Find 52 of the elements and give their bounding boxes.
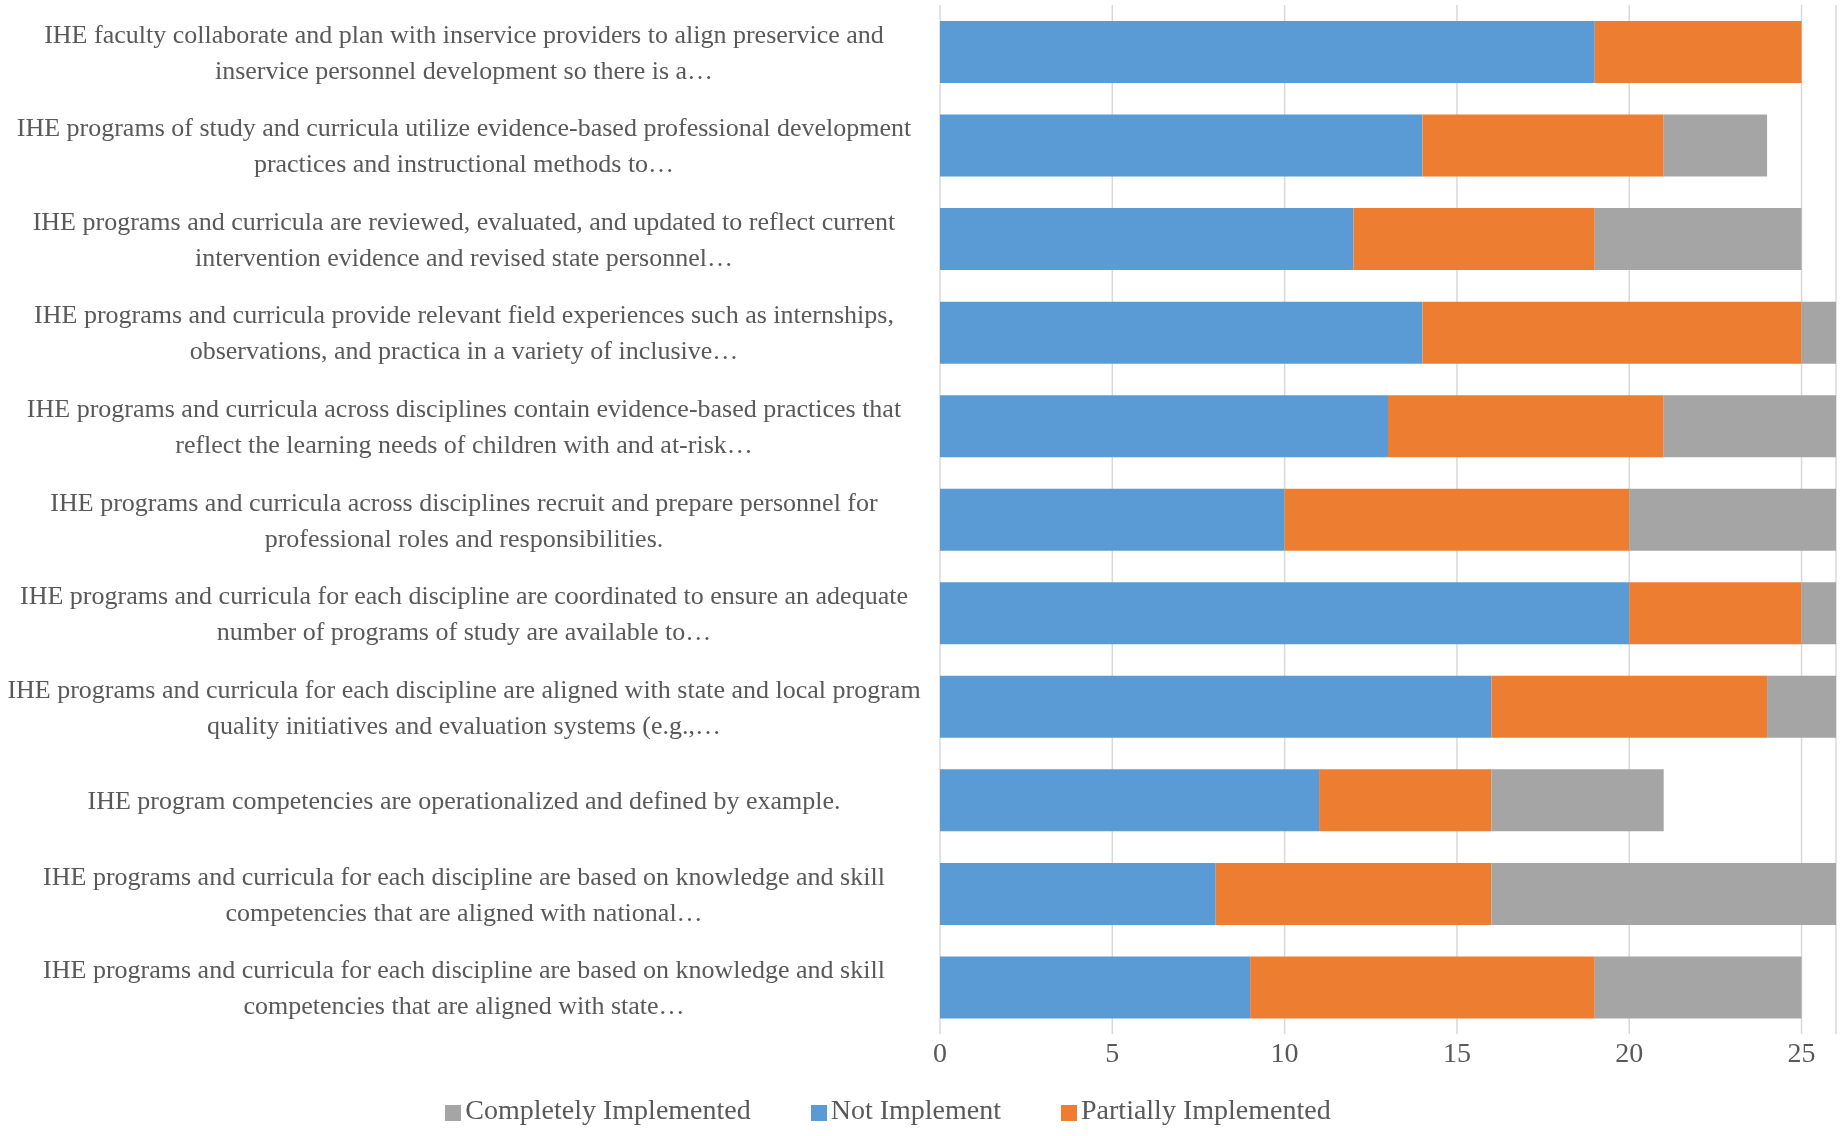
bar [1319,769,1492,832]
bar [1215,862,1492,925]
bar [940,582,1630,645]
bar [1353,208,1595,271]
bar [940,114,1423,177]
bar [1422,114,1664,177]
bar [1767,675,1836,738]
bar [1629,488,1836,551]
y-tick-label: IHE programs and curricula for each discipline are based on knowledge and skill competencies that are aligned with state… [43,954,885,1020]
bar [1594,21,1802,83]
legend-label: Not Implement [830,1094,1002,1125]
y-tick-label: IHE programs and curricula provide relevant field experiences such as internships, observations, and practica in a variety of inclusive… [34,299,894,365]
bar [940,208,1354,271]
bar [1388,395,1664,458]
y-tick-label: IHE programs and curricula for each discipline are aligned with state and local program quality initiatives and evaluation systems (e.g.,… [7,674,921,740]
y-tick-label: IHE programs and curricula are reviewed, evaluated, and updated to reflect current intervention evidence and revised state personnel… [32,206,897,272]
bar [1491,769,1664,832]
bar [1491,675,1768,738]
bar [940,956,1251,1019]
bar [1801,301,1836,364]
x-tick-label: 10 [1270,1036,1299,1068]
y-tick-label: IHE programs and curricula for each discipline are coordinated to ensure an adequate number of programs of study are available to… [20,580,908,646]
legend-label: Partially Implemented [1081,1094,1331,1125]
bar [940,301,1423,364]
bar [1663,114,1768,177]
bar [1629,582,1802,645]
bar [1491,862,1836,925]
y-tick-label: IHE programs and curricula across disciplines recruit and prepare personnel for professional roles and responsibilities. [50,487,879,552]
x-tick-label: 25 [1787,1036,1816,1068]
bar [1250,956,1595,1019]
x-tick-label: 5 [1105,1036,1120,1068]
bar [1284,488,1630,551]
y-tick-label: IHE programs of study and curricula utilize evidence-based professional development practices and instructional methods to… [16,112,913,178]
bar [940,862,1216,925]
x-tick-label: 20 [1615,1036,1644,1068]
y-tick-label: IHE program competencies are operationalized and defined by example. [87,785,841,815]
bar [1663,395,1836,458]
bar [940,488,1285,551]
bar [940,675,1492,738]
x-tick-label: 0 [933,1036,947,1068]
bar [940,21,1595,83]
bar [940,395,1388,458]
legend-label: Completely Implemented [465,1094,751,1125]
y-tick-label: IHE faculty collaborate and plan with inservice providers to align preservice and inservice personnel development so there is a… [44,19,884,85]
bar [1594,208,1802,271]
bar [1801,582,1836,645]
bar [1422,301,1802,364]
bar [1594,956,1802,1019]
y-tick-label: IHE programs and curricula for each discipline are based on knowledge and skill competencies that are aligned with national… [43,861,885,927]
x-tick-label: 15 [1442,1036,1471,1068]
bar [940,769,1320,832]
y-tick-label: IHE programs and curricula across disciplines contain evidence-based practices that reflect the learning needs of children with and at-risk… [26,393,902,459]
